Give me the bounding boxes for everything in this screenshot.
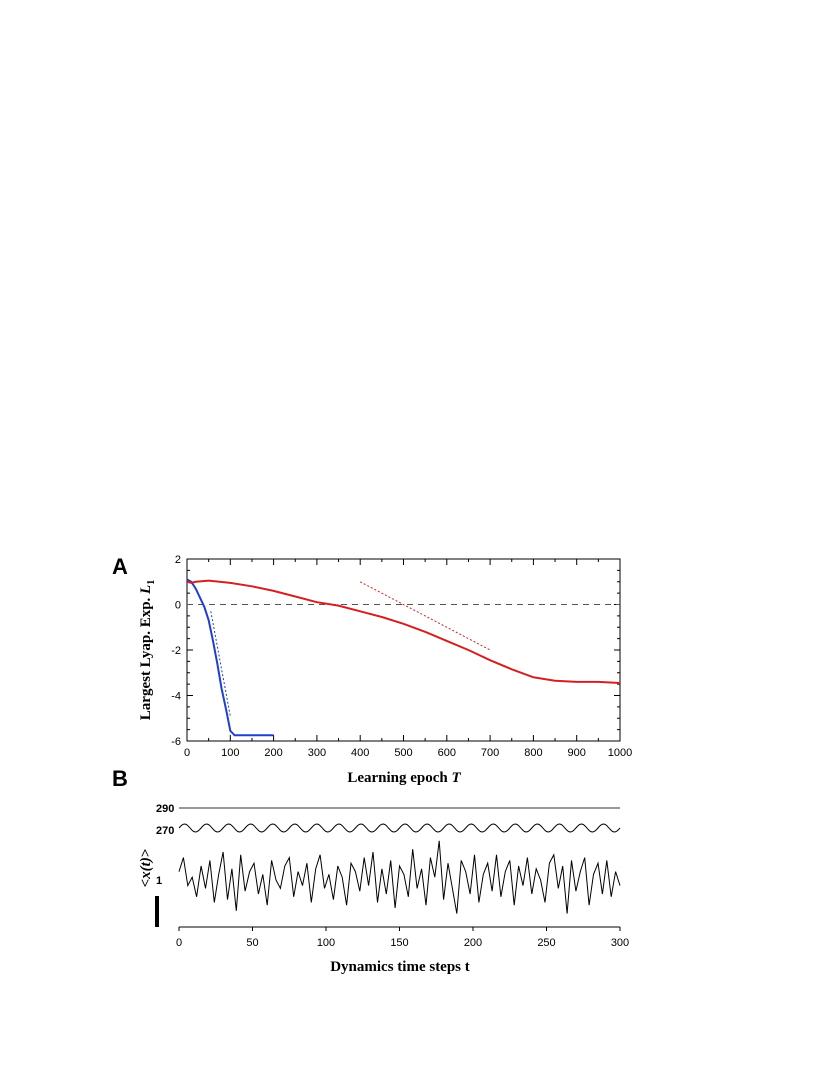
x-tick-label-a: 500 bbox=[394, 747, 412, 759]
x-axis-b: 0 50 100 150 200 250 300 bbox=[176, 927, 629, 949]
y-tick-label-a: -2 bbox=[171, 645, 181, 657]
fit-line-3 bbox=[359, 581, 491, 651]
series-line-0 bbox=[186, 578, 274, 737]
x-axis-a: 0 100 200 300 400 500 600 700 800 900 1000 bbox=[184, 559, 632, 759]
x-tick-label-b: 250 bbox=[537, 937, 555, 949]
y-tick-label-a: -6 bbox=[171, 736, 181, 748]
x-tick-label-a: 400 bbox=[351, 747, 369, 759]
x-tick-label-a: 0 bbox=[184, 747, 190, 759]
y-tick-label-a: 2 bbox=[175, 554, 181, 566]
trace-label-290: 290 bbox=[156, 803, 174, 815]
trace-labels-b: 290 270 1 bbox=[156, 803, 174, 887]
series-group-a bbox=[186, 578, 621, 737]
x-tick-label-a: 700 bbox=[481, 747, 499, 759]
trace-label-1: 1 bbox=[156, 875, 162, 887]
x-axis-label-b: Dynamics time steps t bbox=[330, 959, 470, 975]
x-tick-label-b: 150 bbox=[390, 937, 408, 949]
panel-label-a: A bbox=[112, 554, 128, 579]
x-axis-label-a: Learning epoch T bbox=[347, 770, 461, 786]
x-tick-label-a: 300 bbox=[308, 747, 326, 759]
y-axis-label-b: <x(t)> bbox=[138, 849, 154, 888]
x-tick-label-a: 900 bbox=[568, 747, 586, 759]
panel-label-b: B bbox=[112, 766, 128, 791]
y-tick-label-a: -4 bbox=[171, 691, 181, 703]
y-axis-label-a: Largest Lyap. Exp. L1 bbox=[138, 580, 157, 720]
x-tick-label-a: 200 bbox=[264, 747, 282, 759]
trace-label-270: 270 bbox=[156, 825, 174, 837]
x-tick-label-b: 100 bbox=[317, 937, 335, 949]
series-group-b bbox=[178, 807, 621, 914]
fit-line-2 bbox=[210, 611, 231, 717]
x-tick-label-a: 1000 bbox=[608, 747, 632, 759]
x-tick-label-a: 600 bbox=[438, 747, 456, 759]
x-tick-label-b: 300 bbox=[611, 937, 629, 949]
x-tick-label-b: 50 bbox=[246, 937, 258, 949]
x-tick-label-b: 0 bbox=[176, 937, 182, 949]
series-line-1 bbox=[186, 579, 621, 684]
x-tick-label-a: 800 bbox=[524, 747, 542, 759]
y-axis-a: 2 0 -2 -4 -6 bbox=[171, 554, 620, 748]
scale-bar bbox=[155, 896, 159, 927]
trace-1 bbox=[178, 840, 621, 914]
trace-270 bbox=[178, 823, 621, 833]
x-tick-label-b: 200 bbox=[464, 937, 482, 949]
panel-b: B 290 270 1 0 50 100 150 200 250 300 Dynamics ti… bbox=[112, 766, 629, 975]
y-tick-label-a: 0 bbox=[175, 600, 181, 612]
panel-a: A 2 0 -2 -4 -6 0 100 200 300 400 500 600 700 800 900 1… bbox=[112, 554, 632, 786]
x-tick-label-a: 100 bbox=[221, 747, 239, 759]
